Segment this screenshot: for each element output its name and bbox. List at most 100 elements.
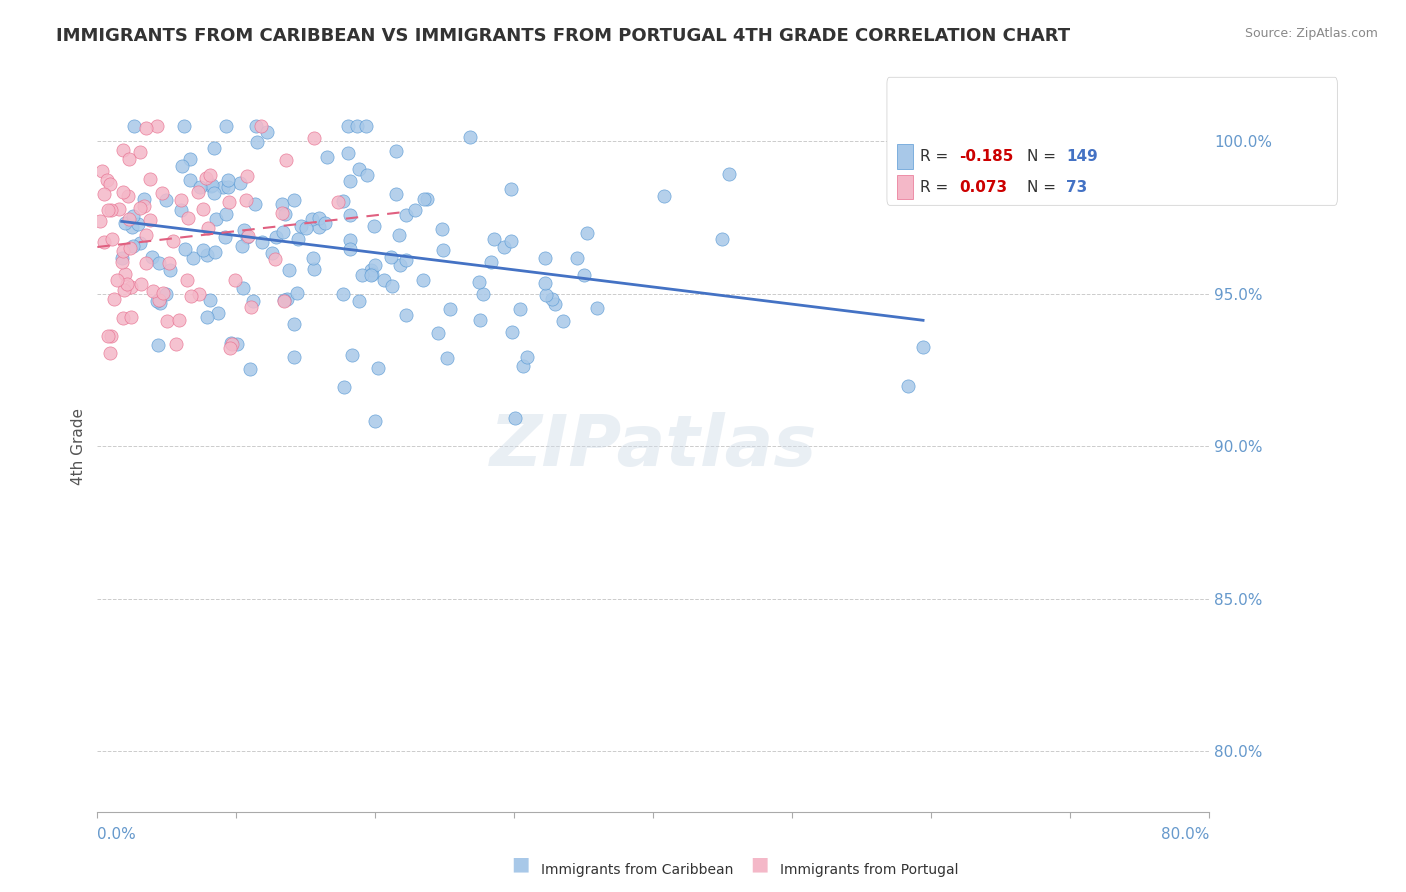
Point — [183, 251, 205, 265]
Point — [148, 337, 170, 351]
Point — [146, 294, 169, 309]
Point — [114, 216, 136, 230]
Point — [120, 280, 142, 294]
Point — [111, 143, 134, 157]
Point — [179, 172, 201, 186]
Point — [218, 341, 240, 355]
Point — [197, 310, 219, 325]
Point — [364, 414, 387, 428]
Point — [270, 205, 292, 219]
Point — [652, 189, 675, 203]
Point — [100, 202, 122, 217]
Point — [108, 202, 131, 216]
Point — [122, 209, 145, 223]
Point — [501, 325, 523, 339]
Point — [201, 178, 224, 193]
Point — [897, 379, 920, 393]
Point — [301, 211, 323, 226]
Point — [274, 207, 297, 221]
Point — [389, 258, 412, 272]
Point — [180, 288, 202, 302]
Text: N =: N = — [1028, 149, 1062, 164]
Point — [339, 233, 361, 247]
Point — [120, 310, 142, 325]
Point — [349, 162, 371, 177]
Point — [332, 194, 354, 208]
Point — [246, 135, 269, 149]
Point — [162, 234, 184, 248]
Point — [436, 351, 458, 366]
Point — [302, 251, 325, 265]
Point — [118, 212, 141, 227]
Point — [174, 242, 197, 256]
Point — [586, 301, 609, 316]
Point — [364, 258, 387, 272]
Point — [179, 153, 201, 167]
Point — [239, 361, 262, 376]
Point — [352, 268, 374, 283]
Text: 0.073: 0.073 — [959, 179, 1007, 194]
Point — [146, 119, 169, 133]
Point — [170, 203, 193, 218]
Point — [416, 192, 439, 206]
Point — [217, 173, 239, 187]
Text: ZIPatlas: ZIPatlas — [489, 411, 817, 481]
Point — [544, 297, 567, 311]
Point — [302, 131, 325, 145]
Point — [536, 287, 558, 301]
Point — [360, 268, 382, 282]
Point — [173, 119, 195, 133]
Point — [193, 243, 215, 257]
Point — [105, 273, 128, 287]
FancyBboxPatch shape — [887, 78, 1337, 205]
Point — [426, 326, 449, 340]
Point — [200, 179, 222, 194]
Point — [367, 361, 389, 376]
Point — [337, 119, 360, 133]
Point — [271, 196, 294, 211]
Point — [195, 248, 218, 262]
Point — [138, 213, 160, 227]
Point — [122, 239, 145, 253]
Point — [381, 279, 404, 293]
Point — [533, 251, 555, 265]
Point — [380, 250, 402, 264]
Point — [100, 329, 122, 343]
Point — [204, 211, 226, 226]
Point — [155, 193, 177, 207]
Point — [172, 159, 194, 173]
Point — [121, 219, 143, 234]
Point — [197, 220, 219, 235]
Point — [256, 125, 278, 139]
Point — [142, 285, 165, 299]
Point — [482, 232, 505, 246]
Point — [273, 293, 295, 307]
Text: R =: R = — [921, 149, 953, 164]
Point — [127, 217, 149, 231]
Point — [360, 263, 382, 277]
Point — [472, 286, 495, 301]
Point — [470, 313, 492, 327]
Point — [349, 294, 371, 309]
Point — [115, 277, 138, 292]
Text: Immigrants from Caribbean: Immigrants from Caribbean — [541, 863, 734, 877]
Point — [132, 192, 155, 206]
Point — [404, 203, 426, 218]
Point — [356, 168, 378, 182]
Point — [413, 192, 436, 206]
Text: 149: 149 — [1066, 149, 1098, 164]
Point — [516, 350, 538, 364]
Point — [326, 194, 349, 209]
Point — [439, 302, 461, 317]
Point — [101, 232, 124, 246]
Point — [232, 281, 254, 295]
Point — [512, 359, 534, 374]
Point — [177, 211, 200, 226]
Point — [467, 276, 489, 290]
Point — [194, 170, 217, 185]
Point — [97, 202, 120, 217]
Text: R =: R = — [921, 179, 953, 194]
Point — [93, 235, 115, 249]
Point — [141, 250, 163, 264]
Point — [395, 209, 418, 223]
